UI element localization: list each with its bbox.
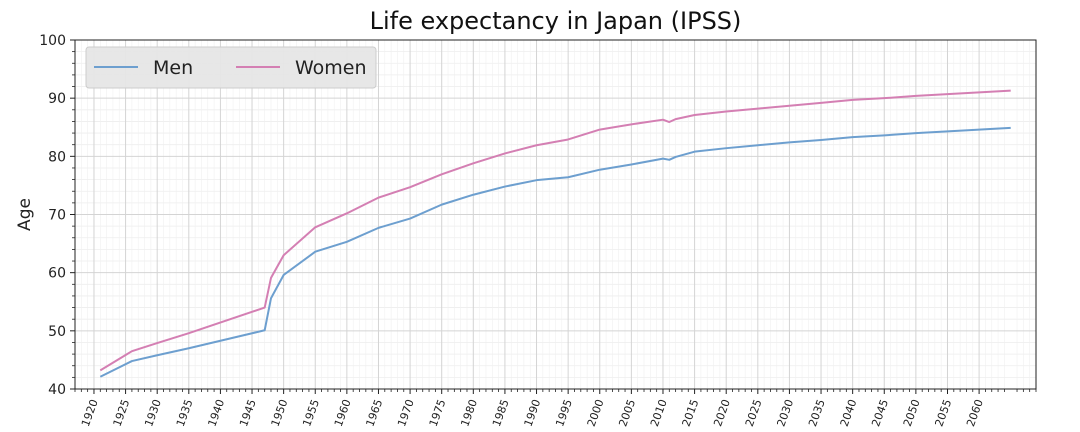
x-tick-label: 1975 [427,398,449,429]
chart-title: Life expectancy in Japan (IPSS) [370,7,742,35]
x-tick-label: 1935 [174,398,196,429]
legend: Men Women [85,46,377,89]
x-tick-label: 1920 [79,398,101,429]
x-tick-label: 1970 [395,398,417,429]
x-tick-label: 2005 [616,398,638,429]
x-tick-label: 1950 [269,398,291,429]
x-tick-label: 1930 [142,398,164,429]
x-tick-label: 1925 [111,398,133,429]
x-tick-label: 1940 [205,398,227,429]
x-tick-label: 2040 [838,398,860,429]
x-tick-label: 2025 [743,398,765,429]
series-line-men [99,126,1011,378]
legend-label-men: Men [153,57,193,79]
series-line-women [99,89,1011,372]
y-tick-label: 50 [48,324,66,340]
legend-box [85,46,377,89]
y-tick-label: 40 [48,382,66,398]
x-tick-label: 2035 [806,398,828,429]
x-tick-label: 1945 [237,398,259,429]
x-tick-label: 2060 [964,398,986,429]
y-axis-label: Age [15,198,35,231]
x-tick-label: 1980 [458,398,480,429]
x-tick-label: 2020 [711,398,733,429]
legend-label-women: Women [295,57,367,79]
x-tick-label: 2055 [933,398,955,429]
x-tick-label: 1955 [300,398,322,429]
x-tick-label: 1960 [332,398,354,429]
x-tick-label: 2010 [648,398,670,429]
y-tick-label: 90 [48,91,66,107]
x-tick-label: 2045 [869,398,891,429]
x-tick-label: 2030 [774,398,796,429]
x-tick-label: 2050 [901,398,923,429]
y-tick-label: 100 [39,33,66,49]
x-tick-label: 1965 [364,398,386,429]
x-tick-label: 1995 [553,398,575,429]
x-tick-label: 1985 [490,398,512,429]
grid [74,39,1037,390]
x-tick-label: 2000 [585,398,607,429]
y-tick-label: 60 [48,266,66,282]
series-layer [99,89,1011,378]
x-tick-label: 1990 [522,398,544,429]
y-tick-label: 70 [48,208,66,224]
y-tick-label: 80 [48,149,66,165]
x-tick-label: 2015 [680,398,702,429]
